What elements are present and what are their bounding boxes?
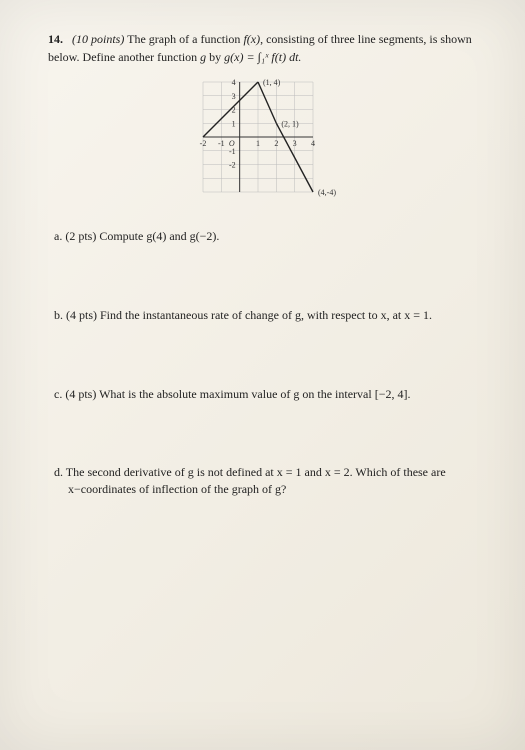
- page: 14. (10 points) The graph of a function …: [0, 0, 525, 750]
- svg-text:(2, 1): (2, 1): [281, 119, 299, 128]
- svg-text:(4,-4): (4,-4): [318, 188, 336, 197]
- part-a: a. (2 pts) Compute g(4) and g(−2).: [54, 228, 477, 245]
- part-c-label: c. (4 pts): [54, 387, 99, 401]
- part-c: c. (4 pts) What is the absolute maximum …: [54, 386, 477, 403]
- question-prose-1: The graph of a function: [127, 32, 243, 46]
- fn-f: f(x): [243, 32, 260, 46]
- svg-text:O: O: [228, 139, 234, 148]
- svg-text:1: 1: [231, 119, 235, 128]
- svg-text:2: 2: [274, 139, 278, 148]
- part-d-text2: x−coordinates of inflection of the graph…: [68, 482, 286, 496]
- part-b: b. (4 pts) Find the instantaneous rate o…: [54, 307, 477, 324]
- part-d-label: d.: [54, 465, 66, 479]
- part-d-text1: The second derivative of g is not define…: [66, 465, 446, 479]
- svg-text:3: 3: [292, 139, 296, 148]
- svg-text:-2: -2: [199, 139, 206, 148]
- svg-text:4: 4: [311, 139, 315, 148]
- svg-text:-2: -2: [228, 161, 235, 170]
- part-d: d. The second derivative of g is not def…: [54, 464, 477, 498]
- part-b-text: Find the instantaneous rate of change of…: [100, 308, 432, 322]
- svg-text:-1: -1: [228, 147, 235, 156]
- question-prose-3: by: [206, 50, 224, 64]
- part-c-text: What is the absolute maximum value of g …: [99, 387, 410, 401]
- svg-text:1: 1: [256, 139, 260, 148]
- svg-text:(1, 4): (1, 4): [263, 78, 281, 87]
- question-points: (10 points): [72, 32, 124, 46]
- svg-text:3: 3: [231, 92, 235, 101]
- question-defn: g(x) = ∫₁ˣ f(t) dt.: [224, 50, 301, 64]
- part-a-text: Compute g(4) and g(−2).: [99, 229, 219, 243]
- question-number: 14.: [48, 32, 63, 46]
- question-header: 14. (10 points) The graph of a function …: [48, 30, 477, 66]
- part-b-label: b. (4 pts): [54, 308, 100, 322]
- part-a-label: a. (2 pts): [54, 229, 99, 243]
- svg-text:-1: -1: [217, 139, 224, 148]
- graph-container: -2-112341234-1-2O(1, 4)(2, 1)(4,-4): [48, 74, 477, 204]
- svg-text:4: 4: [231, 78, 235, 87]
- graph: -2-112341234-1-2O(1, 4)(2, 1)(4,-4): [183, 74, 343, 204]
